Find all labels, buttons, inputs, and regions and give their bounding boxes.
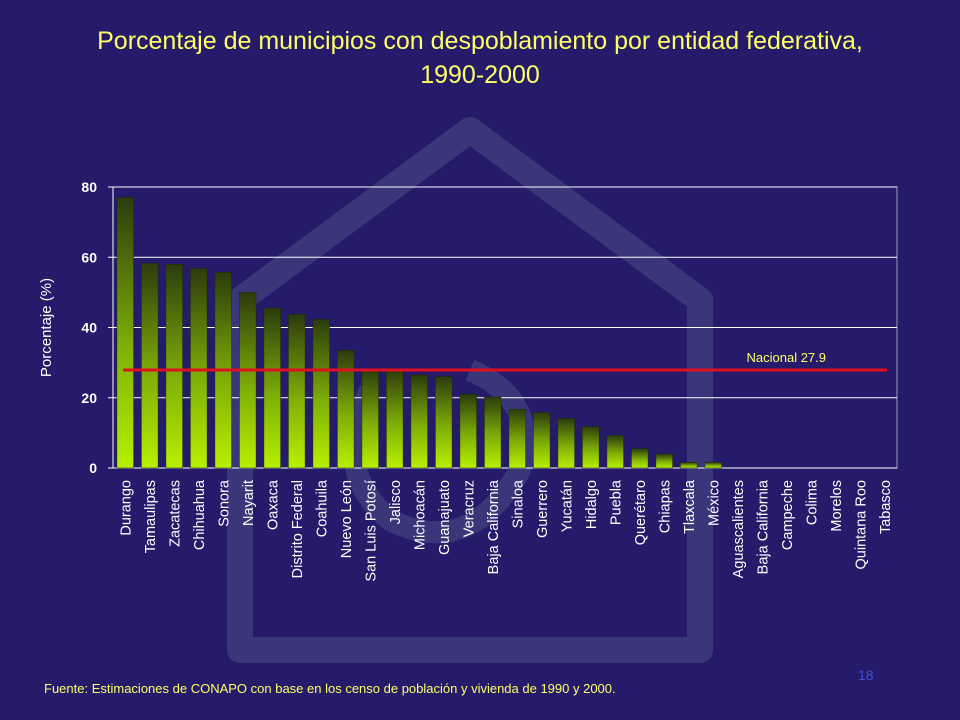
x-tick-label: Sinaloa bbox=[510, 479, 526, 528]
x-tick-label: Veracruz bbox=[461, 480, 477, 537]
x-tick-label: Baja California bbox=[486, 479, 502, 574]
x-tick-label: Durango bbox=[118, 480, 134, 536]
bar bbox=[288, 314, 306, 469]
bar bbox=[533, 412, 551, 469]
bar bbox=[263, 307, 281, 469]
slide-title: Porcentaje de municipios con despoblamie… bbox=[0, 24, 960, 92]
x-tick-label: Aguascalientes bbox=[731, 480, 747, 578]
x-tick-label: Michoacán bbox=[412, 480, 428, 550]
title-line-2: 1990-2000 bbox=[420, 61, 540, 89]
x-tick-label: Chihuahua bbox=[192, 479, 208, 550]
bar bbox=[312, 319, 330, 469]
x-tick-label: Puebla bbox=[608, 479, 624, 525]
x-tick-label: San Luis Potosí bbox=[363, 480, 379, 582]
bar bbox=[239, 292, 257, 469]
bar bbox=[680, 462, 698, 469]
y-tick-label: 60 bbox=[81, 249, 97, 265]
x-tick-label: Coahuila bbox=[314, 479, 330, 537]
reference-line-label: Nacional 27.9 bbox=[747, 350, 827, 365]
bar bbox=[508, 409, 526, 469]
y-tick-label: 40 bbox=[81, 320, 97, 336]
x-tick-label: Tamaulipas bbox=[143, 480, 159, 553]
x-tick-label: Tabasco bbox=[878, 480, 894, 534]
bar bbox=[165, 264, 183, 469]
x-tick-label: Baja California bbox=[755, 479, 771, 574]
y-tick-label: 0 bbox=[89, 460, 97, 476]
x-tick-label: Guanajuato bbox=[437, 480, 453, 555]
bar bbox=[361, 369, 379, 469]
bar bbox=[704, 462, 722, 469]
bar bbox=[337, 350, 355, 469]
x-tick-label: Distrito Federal bbox=[290, 480, 306, 578]
bar bbox=[484, 396, 502, 469]
y-tick-label: 20 bbox=[81, 390, 97, 406]
x-tick-label: Chiapas bbox=[657, 480, 673, 533]
bar bbox=[606, 435, 624, 469]
bar bbox=[141, 262, 159, 469]
bar bbox=[459, 393, 477, 469]
x-tick-label: Quintana Roo bbox=[853, 480, 869, 569]
x-tick-label: Guerrero bbox=[535, 480, 551, 538]
x-tick-label: Oaxaca bbox=[265, 479, 281, 530]
x-tick-label: Querétaro bbox=[633, 480, 649, 545]
x-tick-label: Nayarit bbox=[241, 480, 257, 526]
title-line-1: Porcentaje de municipios con despoblamie… bbox=[97, 27, 863, 55]
source-footnote: Fuente: Estimaciones de CONAPO con base … bbox=[44, 681, 616, 696]
x-tick-label: Colima bbox=[804, 479, 820, 525]
x-tick-label: Campeche bbox=[780, 480, 796, 550]
x-tick-label: Nuevo León bbox=[339, 480, 355, 558]
bar bbox=[582, 426, 600, 469]
bar bbox=[190, 268, 208, 469]
x-tick-label: Hidalgo bbox=[584, 480, 600, 529]
bar bbox=[655, 453, 673, 469]
x-tick-label: Tlaxcala bbox=[682, 479, 698, 534]
y-tick-label: 80 bbox=[81, 179, 97, 195]
y-axis-label: Porcentaje (%) bbox=[38, 278, 55, 377]
x-tick-label: Yucatán bbox=[559, 480, 575, 532]
bar bbox=[435, 376, 453, 469]
bar bbox=[410, 374, 428, 469]
page-number: 18 bbox=[858, 667, 874, 683]
x-tick-label: Jalisco bbox=[388, 480, 404, 524]
bar bbox=[557, 418, 575, 469]
x-tick-label: Sonora bbox=[216, 479, 232, 527]
x-tick-label: Morelos bbox=[829, 480, 845, 532]
house-watermark bbox=[227, 117, 713, 663]
x-tick-label: México bbox=[706, 480, 722, 526]
bar bbox=[116, 197, 134, 469]
bar bbox=[631, 448, 649, 469]
bar bbox=[386, 369, 404, 469]
x-tick-label: Zacatecas bbox=[167, 480, 183, 547]
